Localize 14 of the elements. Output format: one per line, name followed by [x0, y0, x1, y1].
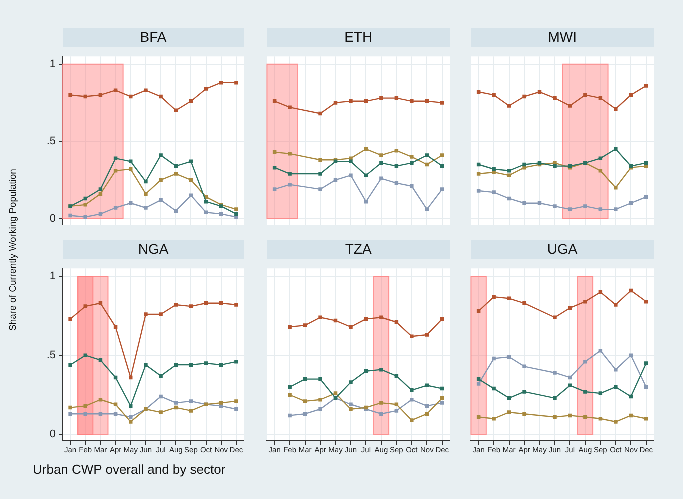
chart-title: NGA: [63, 240, 244, 259]
y-axis-title: Share of Currently Working Population: [8, 169, 19, 331]
chart-title: BFA: [63, 28, 244, 47]
chart-title: UGA: [471, 240, 654, 259]
chart-title: MWI: [471, 28, 654, 47]
y-tick-label: 0: [50, 212, 56, 225]
chart-title: TZA: [267, 240, 450, 259]
y-tick-label: 0: [50, 428, 56, 441]
text: Urban CWP overall and by sector: [33, 462, 226, 477]
y-tick-label: 1: [50, 270, 56, 283]
y-tick-label: .5: [46, 136, 56, 148]
chart-title: ETH: [267, 28, 450, 47]
y-tick-label: .5: [46, 350, 56, 362]
y-tick-label: 1: [50, 58, 56, 70]
